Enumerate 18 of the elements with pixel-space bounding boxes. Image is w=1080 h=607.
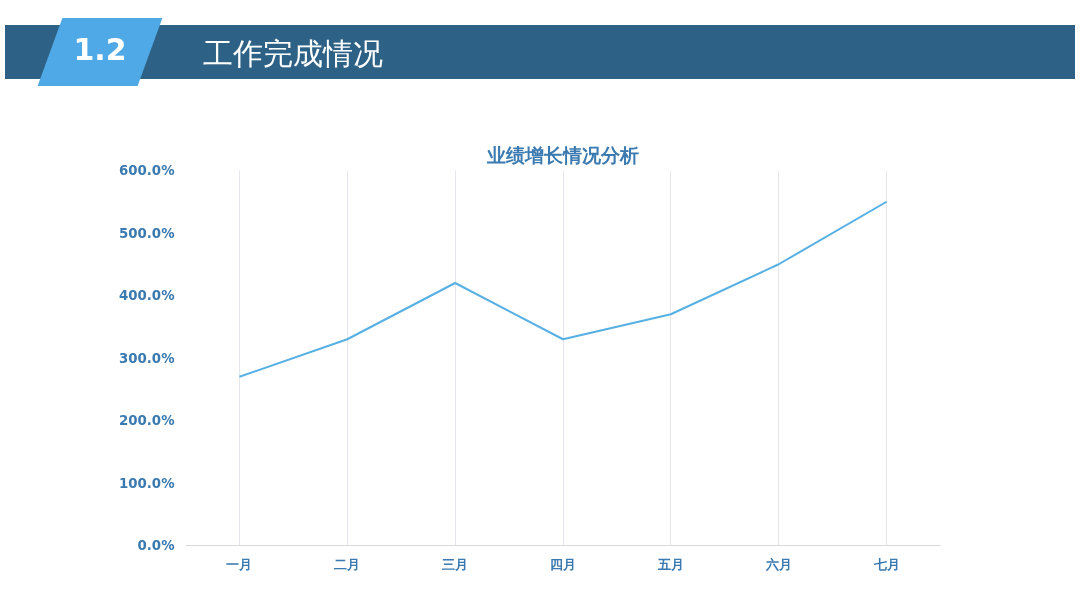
y-tick-label: 600.0% xyxy=(118,163,175,178)
x-tick-label: 二月 xyxy=(334,556,361,572)
x-tick-label: 一月 xyxy=(226,556,253,572)
line-series xyxy=(238,200,888,378)
y-tick-label: 500.0% xyxy=(118,225,175,241)
x-tick-label: 五月 xyxy=(656,556,684,572)
chart-title: 业绩增长情况分析 xyxy=(486,144,639,166)
text: 1.2 xyxy=(72,31,128,69)
text: 工作完成情况 xyxy=(203,35,383,73)
x-tick-label: 三月 xyxy=(442,556,469,572)
y-tick-label: 400.0% xyxy=(118,288,175,303)
y-tick-label: 200.0% xyxy=(118,413,175,428)
x-tick-label: 四月 xyxy=(550,556,576,572)
x-tick-label: 六月 xyxy=(764,556,792,572)
y-tick-label: 0.0% xyxy=(137,538,175,553)
y-tick-label: 300.0% xyxy=(118,350,175,366)
x-tick-label: 七月 xyxy=(872,556,900,572)
y-tick-label: 100.0% xyxy=(118,475,175,491)
